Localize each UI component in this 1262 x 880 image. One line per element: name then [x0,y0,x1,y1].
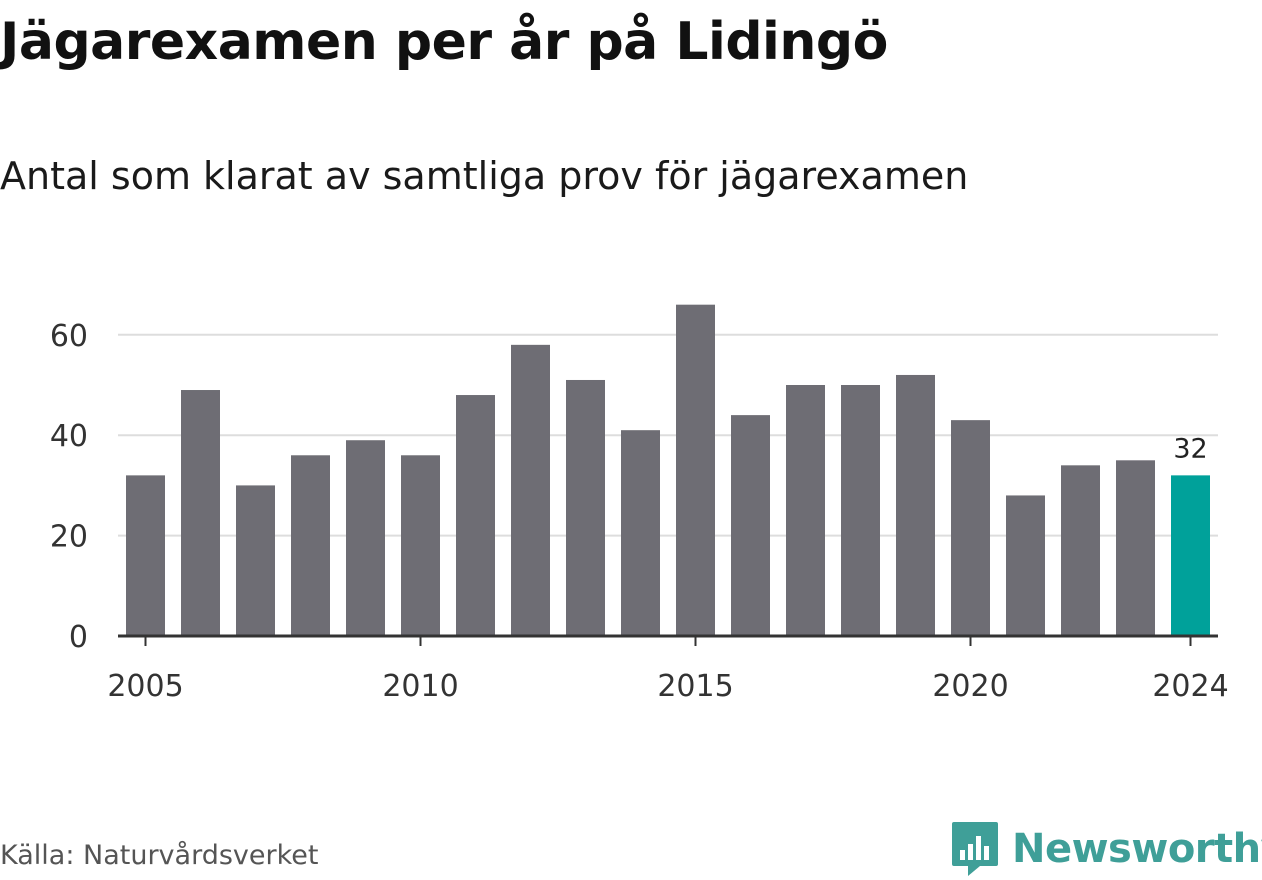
chart-subtitle: Antal som klarat av samtliga prov för jä… [0,154,969,198]
y-tick-label: 40 [50,419,88,454]
bar-2005 [126,475,165,636]
x-axis-labels: 2005 2010 2015 2020 2024 [107,669,1228,704]
gridlines [118,333,1218,537]
x-tick-label: 2010 [382,669,458,704]
bar-2010 [401,455,440,636]
y-axis-labels: 0 20 40 60 [50,319,88,655]
bar-2007 [236,485,275,636]
x-axis [118,634,1218,646]
bar-2006 [181,390,220,636]
bar-chart: 0 20 40 60 2005 2010 2015 2020 2024 32 [50,304,1229,704]
bar-2018 [841,385,880,636]
y-tick-label: 0 [69,620,88,655]
brand-logo: Newsworthy [950,818,1262,880]
x-tick-label: 2024 [1152,669,1228,704]
bar-2012 [511,344,550,636]
bar-2011 [456,395,495,636]
bar-2013 [566,379,605,636]
x-tick-label: 2005 [107,669,183,704]
data-label: 32 [1173,433,1207,464]
x-tick-label: 2015 [657,669,733,704]
y-tick-label: 60 [50,319,88,354]
source-note: Källa: Naturvårdsverket [0,840,319,871]
bar-2009 [346,440,385,636]
bar-2021 [1006,495,1045,636]
newsworthy-logo-icon [952,822,998,876]
y-tick-label: 20 [50,520,88,555]
data-labels: 32 [1173,433,1207,464]
bar-2008 [291,455,330,636]
brand-name: Newsworthy [1012,826,1262,872]
bars [126,304,1210,636]
bar-2022 [1061,465,1100,636]
bar-2023 [1116,460,1155,636]
bar-2019 [896,374,935,636]
bar-2016 [731,415,770,636]
bar-2017 [786,385,825,636]
bar-2014 [621,430,660,636]
bar-2020 [951,420,990,636]
bar-2024 [1171,475,1210,636]
chart-title: Jägarexamen per år på Lidingö [0,12,888,72]
x-tick-label: 2020 [932,669,1008,704]
bar-2015 [676,304,715,636]
